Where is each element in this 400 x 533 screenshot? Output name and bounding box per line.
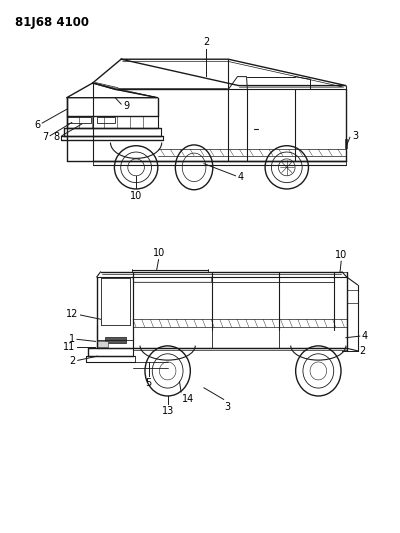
Text: 12: 12 [66,309,78,319]
Text: 1: 1 [69,334,75,344]
Text: 13: 13 [162,406,174,416]
Text: 6: 6 [34,119,40,130]
Bar [345,139,347,148]
Bar [67,117,91,123]
Bar [104,337,126,343]
Text: 2: 2 [203,37,210,47]
Text: 81J68 4100: 81J68 4100 [15,16,89,29]
Text: 9: 9 [123,101,129,111]
Text: 4: 4 [238,172,244,182]
Text: 4: 4 [362,331,368,341]
Bar [347,290,358,303]
Text: 10: 10 [130,191,142,200]
Bar [98,117,115,123]
Text: 11: 11 [63,342,75,352]
Text: 3: 3 [352,131,358,141]
Text: 10: 10 [152,248,165,258]
Text: 8: 8 [54,132,60,142]
Text: 14: 14 [182,394,194,404]
Text: 3: 3 [224,401,230,411]
Bar [98,342,108,346]
Text: 7: 7 [42,132,48,142]
Text: 2: 2 [360,346,366,356]
Text: 10: 10 [335,249,347,260]
Text: 5: 5 [146,378,152,389]
Text: 2: 2 [70,357,76,367]
